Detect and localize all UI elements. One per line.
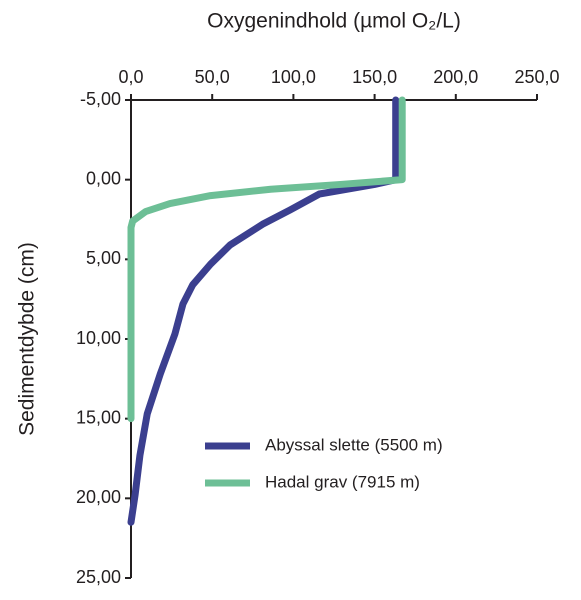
y-tick-label: 25,00: [76, 567, 121, 587]
x-tick-label: 200,0: [433, 67, 478, 87]
y-tick-label: 10,00: [76, 328, 121, 348]
legend-label: Hadal grav (7915 m): [265, 472, 420, 491]
line-series: [127, 96, 406, 423]
chart-title: Oxygenindhold (µmol O₂/L): [207, 10, 461, 33]
x-tick-label: 0,0: [118, 67, 143, 87]
legend-label: Abyssal slette (5500 m): [265, 435, 443, 454]
line-series: [127, 96, 400, 526]
x-tick-label: 150,0: [352, 67, 397, 87]
y-tick-label: 20,00: [76, 487, 121, 507]
y-tick-label: -5,00: [80, 89, 121, 109]
x-tick-label: 50,0: [195, 67, 230, 87]
x-tick-label: 100,0: [271, 67, 316, 87]
y-tick-label: 15,00: [76, 407, 121, 427]
x-tick-label: 250,0: [514, 67, 559, 87]
y-axis-label: Sedimentdybde (cm): [16, 242, 39, 436]
y-tick-label: 0,00: [86, 168, 121, 188]
y-tick-label: 5,00: [86, 248, 121, 268]
